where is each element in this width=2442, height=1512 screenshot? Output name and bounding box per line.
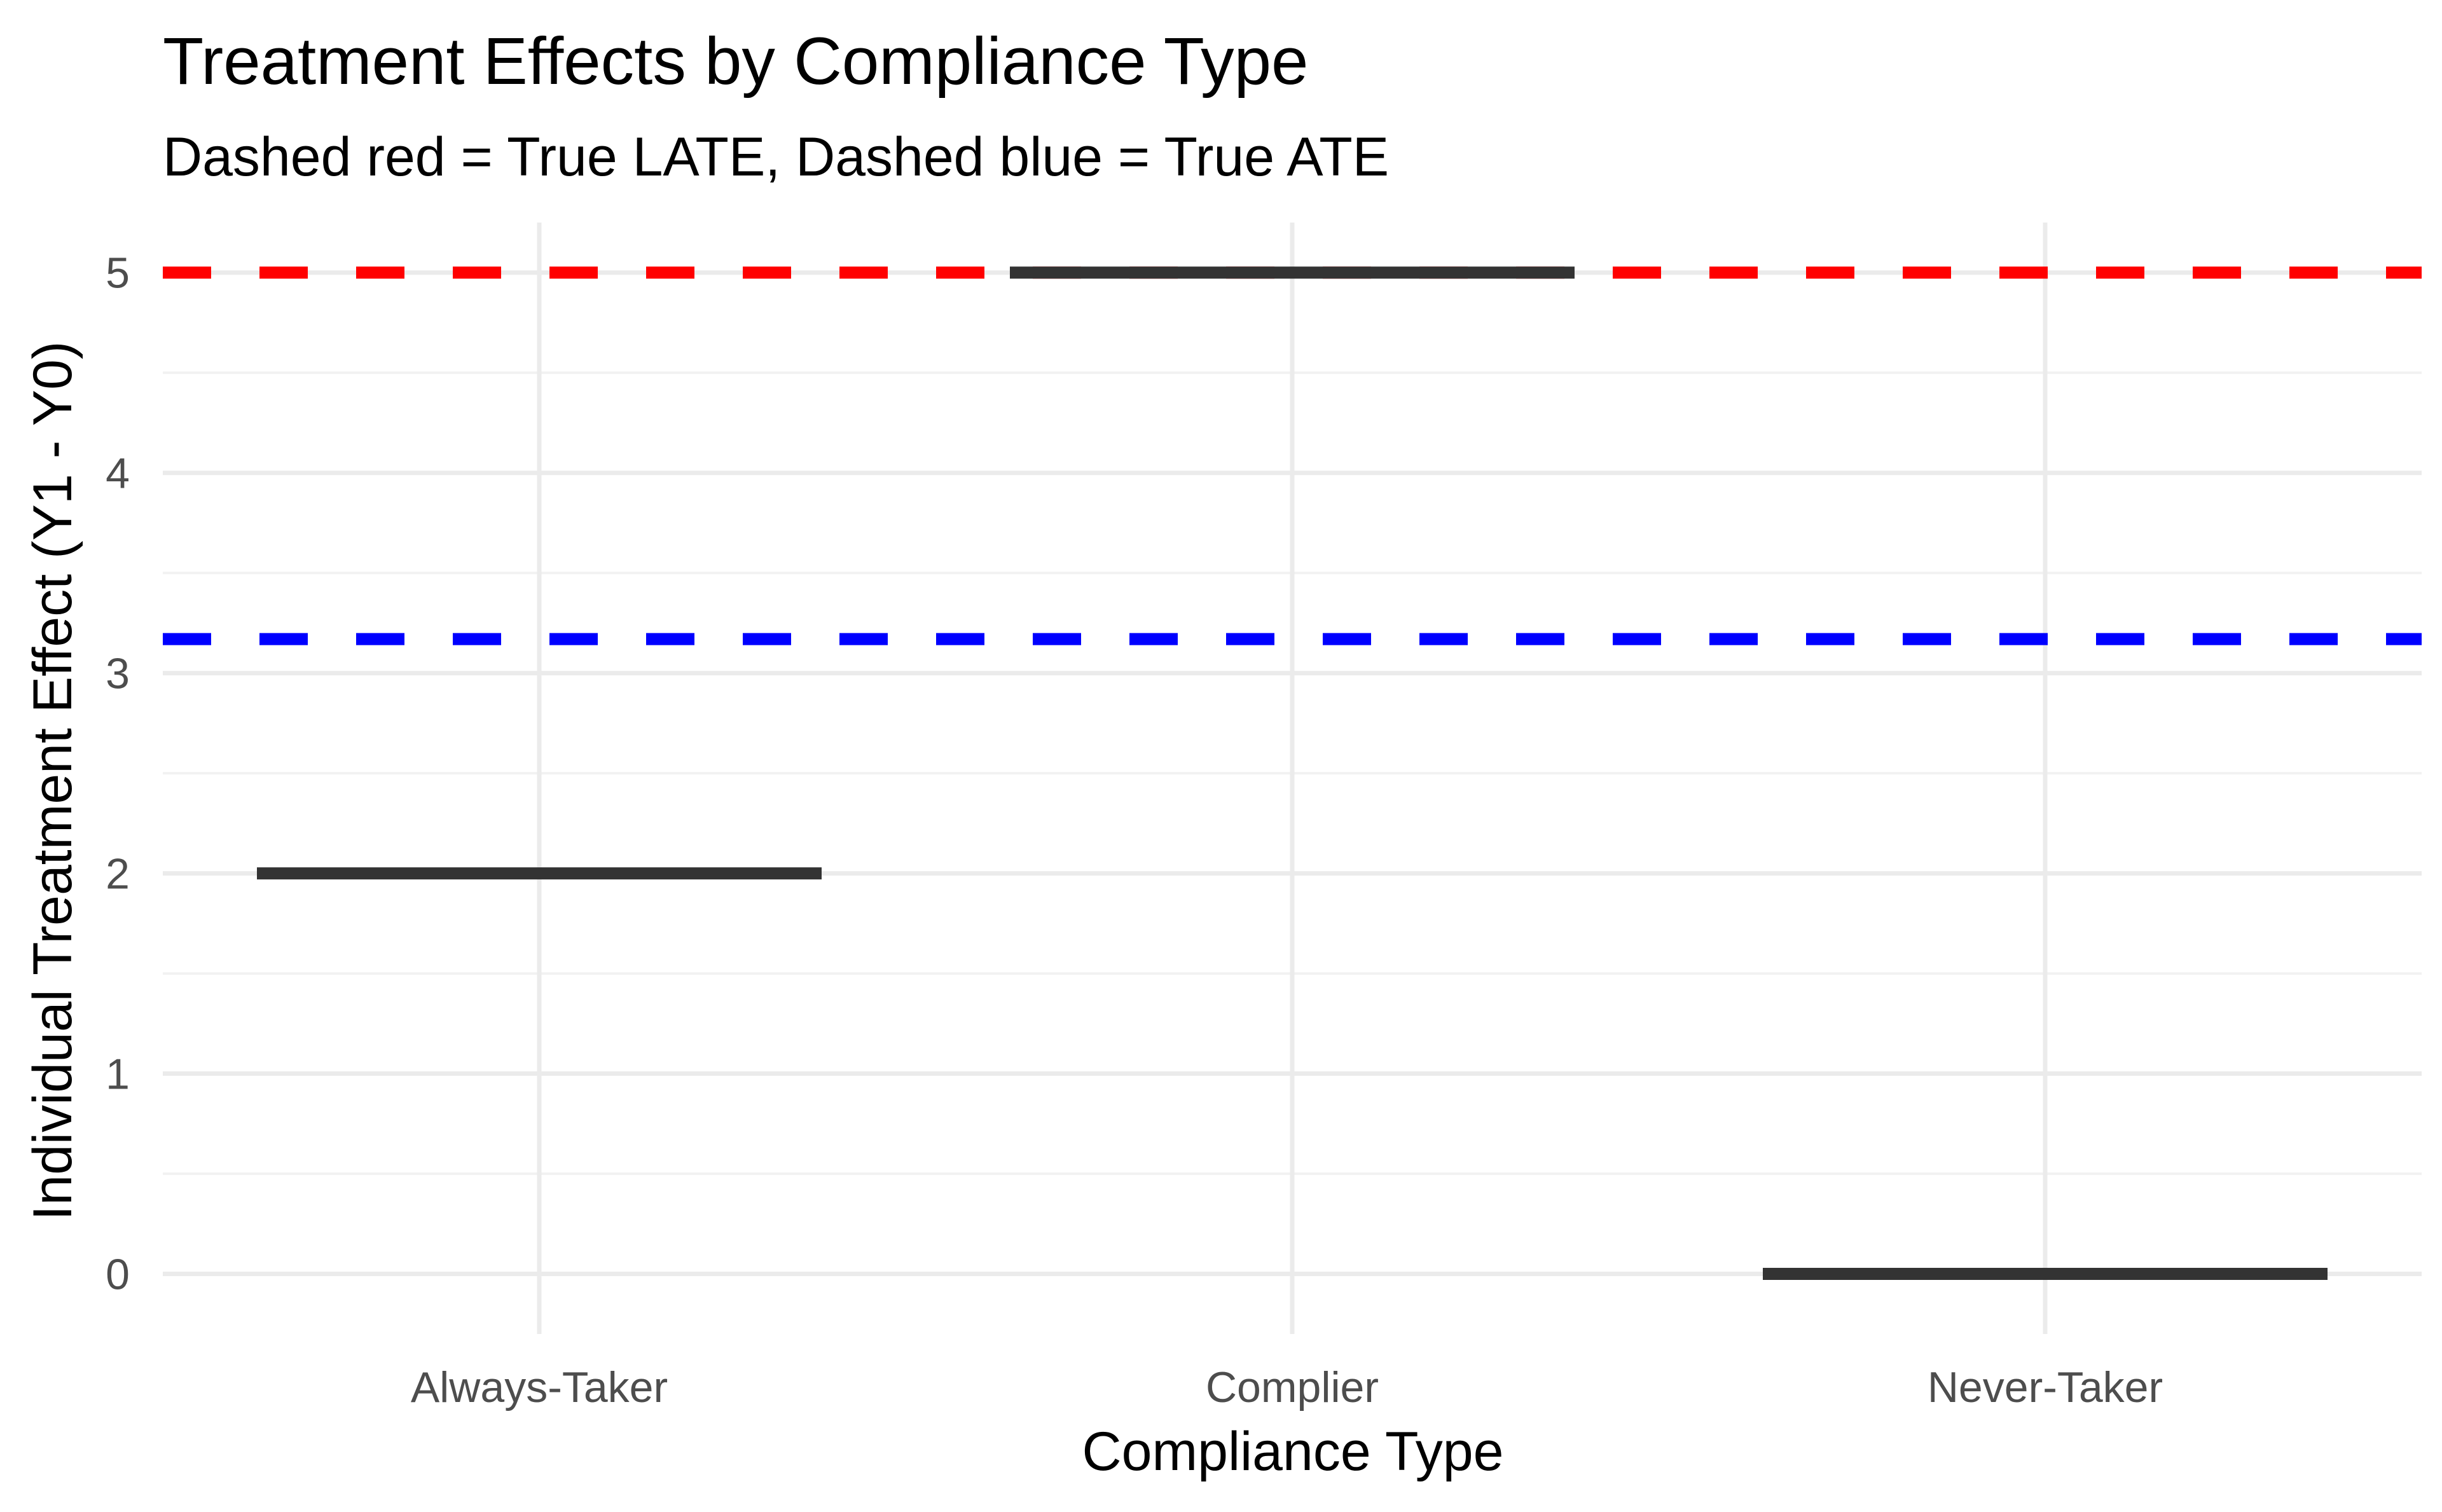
chart-subtitle: Dashed red = True LATE, Dashed blue = Tr… bbox=[163, 127, 1389, 188]
reference-lines bbox=[163, 266, 2422, 645]
chart-title: Treatment Effects by Compliance Type bbox=[163, 24, 1308, 99]
tick-labels: 0 1 2 3 4 5 Always-Taker Complier Never-Taker bbox=[106, 249, 2163, 1412]
x-tick-label: Never-Taker bbox=[1928, 1363, 2163, 1412]
y-tick-label: 3 bbox=[106, 650, 130, 698]
y-axis-title: Individual Treatment Effect (Y1 - Y0) bbox=[22, 341, 83, 1220]
x-axis-title: Compliance Type bbox=[1082, 1421, 1504, 1482]
y-tick-label: 1 bbox=[106, 1050, 130, 1099]
y-tick-label: 5 bbox=[106, 249, 130, 298]
x-tick-label: Complier bbox=[1206, 1363, 1379, 1412]
y-tick-label: 4 bbox=[106, 450, 130, 498]
y-tick-label: 2 bbox=[106, 850, 130, 898]
x-tick-label: Always-Taker bbox=[411, 1363, 668, 1412]
grid-lines bbox=[163, 223, 2422, 1334]
boxes bbox=[257, 266, 2328, 1281]
y-tick-label: 0 bbox=[106, 1251, 130, 1299]
